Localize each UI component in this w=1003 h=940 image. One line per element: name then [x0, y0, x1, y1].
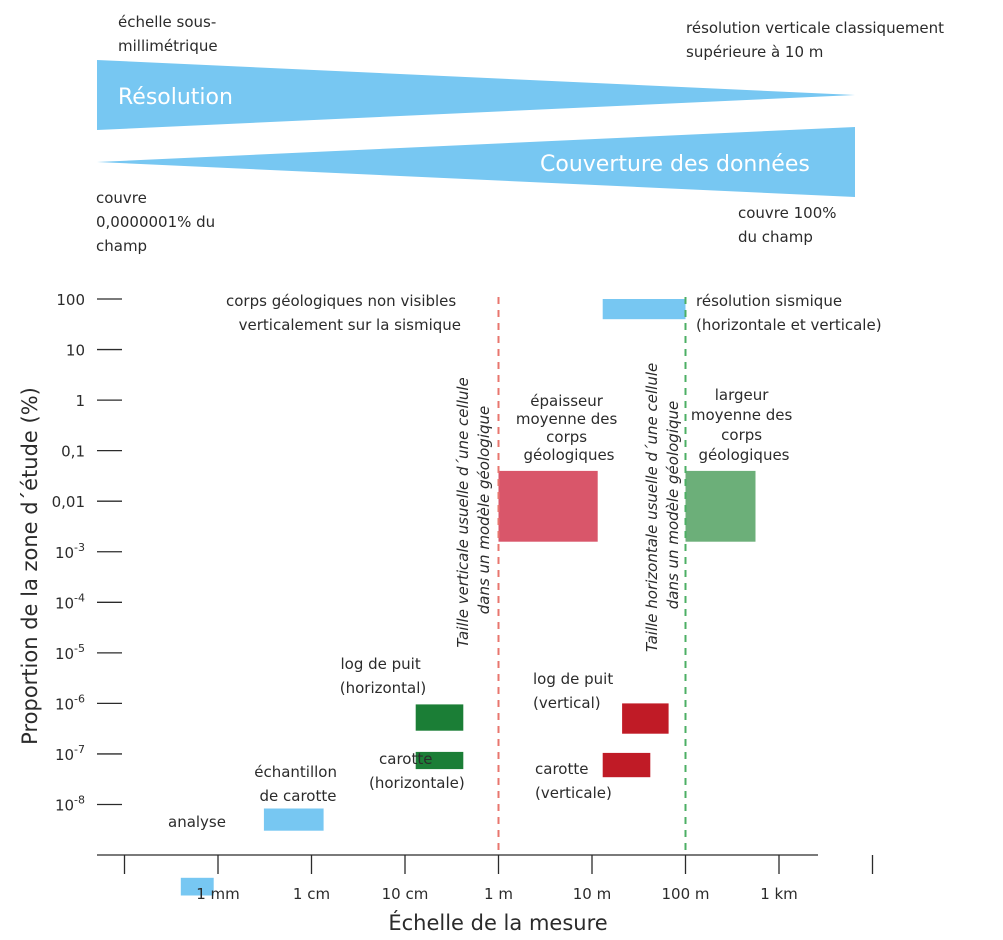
y-tick-label: 10-6	[55, 692, 85, 713]
y-tick-label: 10-5	[55, 642, 85, 663]
box-log_h	[415, 704, 464, 731]
right-resolution-note: résolution verticale classiquement supér…	[686, 19, 949, 61]
coverage-label: Couverture des données	[540, 152, 810, 177]
largeur-label: largeur moyenne des corps géologiques	[691, 386, 797, 464]
y-tick-label: 0,1	[61, 443, 85, 461]
x-tick-label: 1 cm	[293, 885, 330, 903]
box-analyse	[180, 877, 214, 896]
x-tick-label: 100 m	[661, 885, 709, 903]
carotte-horizontale-label: carotte (horizontale)	[369, 750, 465, 792]
corps-nonvisibles-label: corps géologiques non visibles verticale…	[226, 292, 461, 334]
carotte-verticale-label: carotte (verticale)	[535, 760, 612, 802]
x-tick-label: 1 mm	[196, 885, 240, 903]
epaisseur-label: épaisseur moyenne des corps géologiques	[516, 392, 622, 464]
x-tick-label: 1 m	[484, 885, 513, 903]
x-axis-title: Échelle de la mesure	[388, 910, 607, 935]
y-tick-label: 10-3	[55, 541, 85, 562]
vertical-cell-line-label: Taille verticale usuelle d´une cellule d…	[454, 372, 493, 647]
y-axis-title: Proportion de la zone d´étude (%)	[18, 387, 42, 745]
box-echantillon	[263, 808, 324, 831]
sismique-label: résolution sismique (horizontale et vert…	[696, 292, 882, 334]
y-tick-label: 1	[75, 392, 85, 410]
y-tick-label: 10	[66, 342, 85, 360]
y-axis-ticks: 100 10 1 0,1 0,01 10-3 10-4 10-5 10-6 10-7 10-8	[52, 291, 122, 815]
echantillon-label: échantillon de carotte	[254, 763, 342, 805]
y-tick-label: 10-8	[55, 794, 85, 815]
x-tick-label: 10 cm	[382, 885, 429, 903]
y-tick-label: 10-7	[55, 743, 85, 764]
box-log_v	[622, 703, 669, 734]
y-tick-label: 0,01	[52, 493, 85, 511]
y-tick-label: 100	[56, 291, 85, 309]
box-sismique	[602, 299, 686, 320]
chart: 1 mm 1 cm 10 cm 1 m 10 m 100 m 1 km 100 10 1 0,1 0…	[18, 291, 882, 935]
analyse-label: analyse	[168, 813, 226, 831]
log-horizontal-label: log de puit (horizontal)	[340, 655, 427, 697]
resolution-wedge	[97, 60, 855, 130]
left-resolution-note: échelle sous- millimétrique	[118, 13, 221, 55]
box-carotte_h	[415, 751, 464, 770]
box-largeur	[685, 470, 756, 542]
x-axis-ticks: 1 mm 1 cm 10 cm 1 m 10 m 100 m 1 km	[123, 855, 874, 903]
x-tick-label: 1 km	[760, 885, 798, 903]
x-tick-label: 10 m	[573, 885, 611, 903]
chart-boxes	[180, 299, 756, 896]
coverage-wedge	[97, 127, 855, 197]
right-coverage-note: couvre 100% du champ	[738, 204, 841, 246]
resolution-label: Résolution	[118, 85, 233, 110]
log-vertical-label: log de puit (vertical)	[533, 670, 618, 712]
horizontal-cell-line-label: Taille horizontale usuelle d´une cellule…	[643, 358, 682, 652]
y-tick-label: 10-4	[55, 591, 85, 612]
top-panel: Résolution Couverture des données échell…	[96, 13, 949, 255]
box-epaisseur	[498, 470, 598, 542]
box-carotte_v	[602, 752, 651, 778]
left-coverage-note: couvre 0,0000001% du champ	[96, 189, 220, 255]
